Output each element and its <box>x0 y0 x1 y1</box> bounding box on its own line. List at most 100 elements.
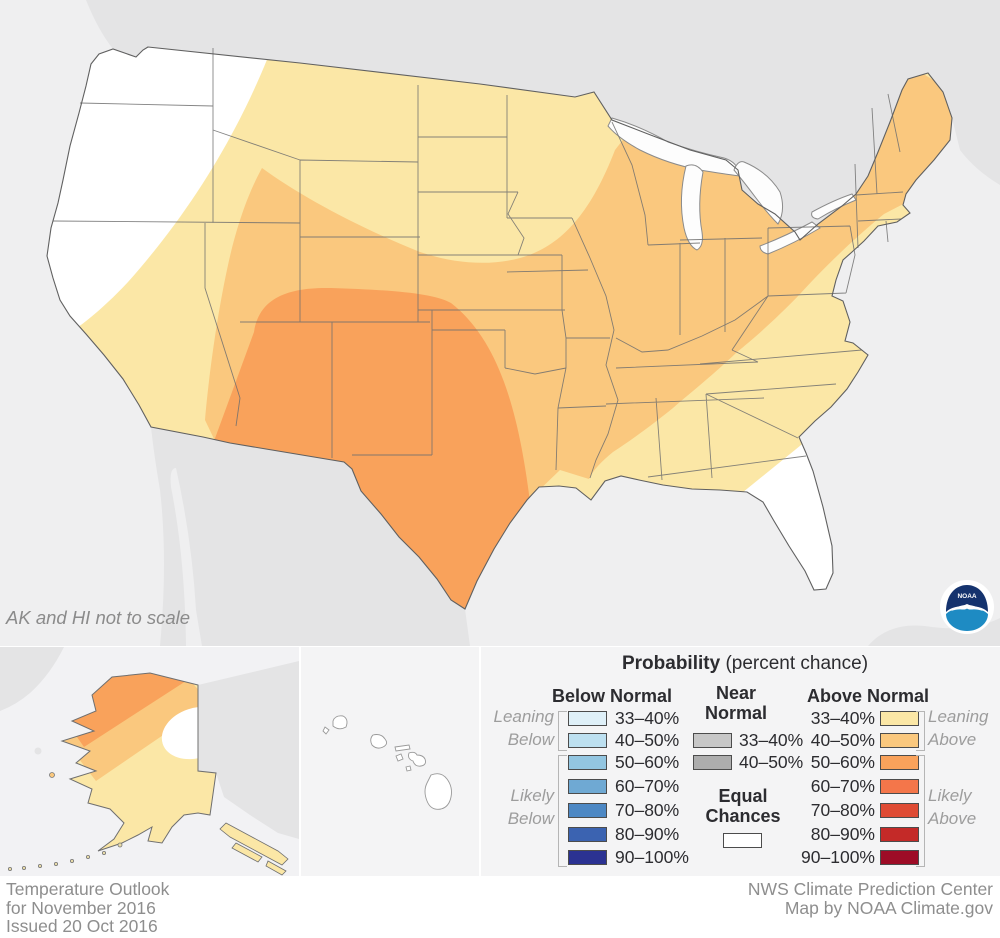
footer-title-line1: Temperature Outlook <box>6 879 170 899</box>
aleutian-island <box>54 861 59 866</box>
aleutian-island <box>86 854 91 859</box>
island-oahu <box>370 734 388 749</box>
footer: Temperature Outlook for November 2016 Is… <box>0 876 1000 938</box>
lake-erie <box>759 221 821 255</box>
aleutian-island <box>7 866 12 871</box>
aleutian-island <box>21 865 26 870</box>
conus-map-area: AK and HI not to scale NOAA <box>0 0 1000 646</box>
nunivak-island <box>49 772 55 778</box>
leaning-below-label-line1: Leaning <box>493 707 554 726</box>
noaa-logo-top <box>946 585 988 612</box>
leaning-below-bracket <box>558 711 567 751</box>
alaska-panhandle <box>219 822 289 876</box>
island-kahoolawe <box>405 765 412 772</box>
lake-huron <box>733 161 784 225</box>
footer-title-line2: for November 2016 <box>6 897 156 918</box>
lake-michigan <box>680 164 704 251</box>
above-swatch-33-40 <box>880 711 919 726</box>
likely-above-bracket <box>916 755 925 867</box>
conus-map <box>0 0 1000 646</box>
cuba-landmass <box>868 618 1000 646</box>
alaska-map <box>0 647 299 876</box>
below-normal-header: Below Normal <box>551 686 673 706</box>
below-swatch-60-70 <box>568 779 607 794</box>
above-label-80-90: 80–90% <box>810 824 875 844</box>
aleutian-island <box>38 863 43 868</box>
footer-title-line3: Issued 20 Oct 2016 <box>6 916 158 936</box>
likely-above-label-line1: Likely <box>928 786 972 805</box>
leaning-above-bracket <box>916 711 925 751</box>
near-normal-header-line2: Normal <box>704 703 768 723</box>
scale-note: AK and HI not to scale <box>6 607 191 628</box>
likely-below-label-line2: Below <box>507 809 554 828</box>
equal-chances-label-line1: Equal <box>718 786 768 806</box>
above-label-70-80: 70–80% <box>810 800 875 820</box>
below-swatch-70-80 <box>568 803 607 818</box>
lake-ontario <box>811 193 857 220</box>
island-molokai <box>394 744 411 752</box>
band-above-50-60 <box>210 287 540 609</box>
legend-panel: Probability (percent chance) Below Norma… <box>481 647 1000 876</box>
island-kauai <box>332 715 348 730</box>
above-swatch-90-100 <box>880 850 919 865</box>
below-label-60-70: 60–70% <box>615 776 680 796</box>
island-hawaii <box>424 773 452 810</box>
near-swatch-33-40 <box>693 733 732 748</box>
state-borders <box>52 48 904 481</box>
gulf-of-california <box>170 468 202 646</box>
near-swatch-40-50 <box>693 755 732 770</box>
below-swatch-40-50 <box>568 733 607 748</box>
equal-chances-swatch <box>723 833 762 848</box>
footer-title-block: Temperature Outlook for November 2016 Is… <box>6 880 169 936</box>
above-swatch-50-60 <box>880 755 919 770</box>
footer-credit-line1: NWS Climate Prediction Center <box>747 879 993 899</box>
noaa-logo-text: NOAA <box>957 593 976 600</box>
near-label-40-50: 40–50% <box>739 752 804 772</box>
hawaii-islands <box>322 715 452 810</box>
above-swatch-40-50 <box>880 733 919 748</box>
leaning-above-label-line2: Above <box>928 730 977 749</box>
above-swatch-80-90 <box>880 827 919 842</box>
hawaii-map <box>322 715 452 810</box>
panhandle-island-2 <box>265 860 287 876</box>
equal-chances-label-line2: Chances <box>705 806 781 826</box>
aleutian-island <box>102 850 107 855</box>
below-label-90-100: 90–100% <box>615 847 689 867</box>
likely-below-bracket <box>558 755 567 867</box>
above-label-60-70: 60–70% <box>810 776 875 796</box>
canada-landmass-ak <box>198 661 299 839</box>
near-label-33-40: 33–40% <box>739 730 804 750</box>
above-label-33-40: 33–40% <box>810 708 875 728</box>
above-label-40-50: 40–50% <box>810 730 875 750</box>
aleutian-island <box>70 858 75 863</box>
legend-title-rest: (percent chance) <box>720 653 869 674</box>
likely-below-label-line1: Likely <box>510 786 554 805</box>
below-swatch-90-100 <box>568 850 607 865</box>
below-label-70-80: 70–80% <box>615 800 680 820</box>
hawaii-inset <box>301 647 479 876</box>
island-maui <box>408 751 426 767</box>
panhandle-strip <box>219 822 289 866</box>
likely-above-label-line2: Above <box>928 809 977 828</box>
alaska-outline <box>60 672 217 852</box>
below-swatch-50-60 <box>568 755 607 770</box>
noaa-logo-gull <box>951 605 983 611</box>
conus-outline <box>46 46 953 610</box>
above-swatch-70-80 <box>880 803 919 818</box>
below-swatch-80-90 <box>568 827 607 842</box>
aleutian-island <box>117 842 123 848</box>
great-lakes <box>607 117 857 255</box>
island-niihau <box>322 726 330 735</box>
below-label-40-50: 40–50% <box>615 730 680 750</box>
footer-credit-line2: Map by NOAA Climate.gov <box>784 897 993 918</box>
above-label-90-100: 90–100% <box>801 847 875 867</box>
below-label-80-90: 80–90% <box>615 824 680 844</box>
below-swatch-33-40 <box>568 711 607 726</box>
alaska-inset <box>0 647 299 876</box>
aleutian-islands <box>7 772 123 871</box>
russia-landmass <box>0 647 64 711</box>
below-label-33-40: 33–40% <box>615 708 680 728</box>
below-label-50-60: 50–60% <box>615 752 680 772</box>
footer-credit-block: NWS Climate Prediction Center Map by NOA… <box>748 880 993 917</box>
